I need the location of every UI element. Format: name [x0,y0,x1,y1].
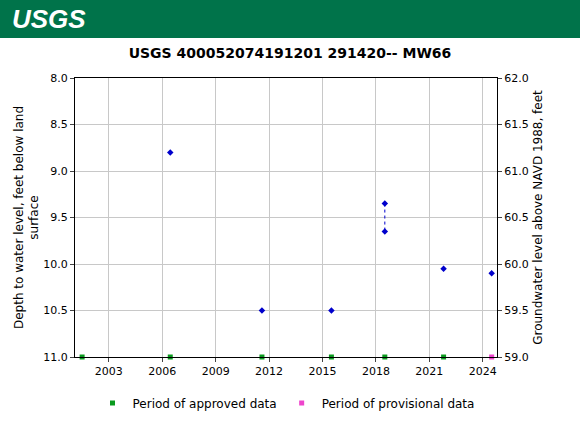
svg-text:8.5: 8.5 [50,118,68,131]
svg-text:60.0: 60.0 [504,258,529,271]
svg-text:9.5: 9.5 [50,211,68,224]
svg-text:Period of approved data: Period of approved data [133,397,277,411]
svg-text:2006: 2006 [148,365,176,378]
svg-text:11.0: 11.0 [43,351,68,364]
svg-text:10.0: 10.0 [43,258,68,271]
svg-text:59.5: 59.5 [504,304,529,317]
svg-text:10.5: 10.5 [43,304,68,317]
svg-text:Depth to water level, feet bel: Depth to water level, feet below landsur… [12,106,42,329]
svg-text:60.5: 60.5 [504,211,529,224]
svg-text:Period of provisional data: Period of provisional data [322,397,475,411]
svg-text:59.0: 59.0 [504,351,529,364]
html-text:USGS: USGS [12,4,86,34]
svg-text:2003: 2003 [95,365,123,378]
svg-text:62.0: 62.0 [504,72,529,85]
svg-text:2015: 2015 [309,365,337,378]
svg-text:2018: 2018 [362,365,390,378]
svg-text:2021: 2021 [415,365,443,378]
svg-text:61.0: 61.0 [504,165,529,178]
svg-text:61.5: 61.5 [504,118,529,131]
svg-text:8.0: 8.0 [50,72,68,85]
svg-text:USGS 400052074191201 291420--: USGS 400052074191201 291420-- MW66 [129,45,452,61]
svg-text:9.0: 9.0 [50,165,68,178]
svg-text:2012: 2012 [255,365,283,378]
svg-text:2009: 2009 [202,365,230,378]
svg-text:2024: 2024 [469,365,497,378]
svg-text:Groundwater level above NAVD 1: Groundwater level above NAVD 1988, feet [531,90,545,345]
